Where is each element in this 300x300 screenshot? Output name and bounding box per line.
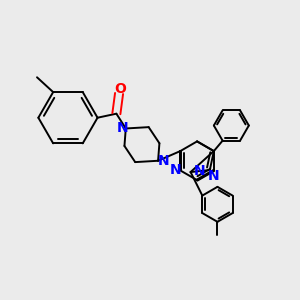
Text: N: N [117, 122, 128, 136]
Text: N: N [193, 164, 205, 178]
Text: O: O [115, 82, 126, 97]
Text: N: N [169, 164, 181, 177]
Text: N: N [158, 154, 170, 168]
Text: N: N [208, 169, 220, 183]
